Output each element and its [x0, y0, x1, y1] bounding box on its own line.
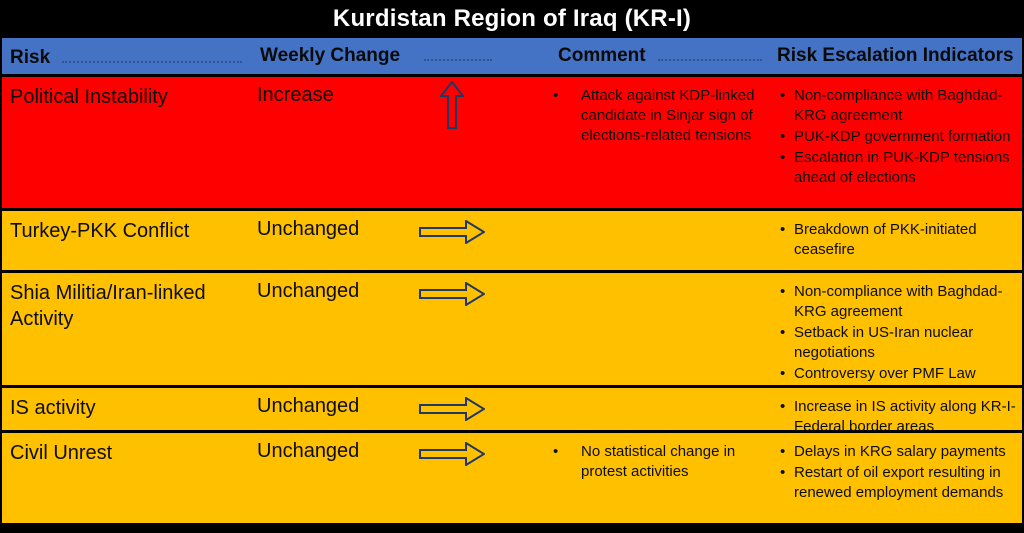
column-header-weekly-change-label: Weekly Change: [260, 45, 401, 66]
column-header-indicators: Risk Escalation Indicators: [772, 38, 1022, 67]
column-header-trend-spacer: [412, 38, 502, 61]
page-title: Kurdistan Region of Iraq (KR-I): [332, 5, 692, 32]
list-item: No statistical change in protest activit…: [553, 442, 771, 482]
list-item: Increase in IS activity along KR-I-Feder…: [780, 397, 1022, 437]
indicator-list: Delays in KRG salary payments Restart of…: [766, 433, 1022, 503]
weekly-change-value: Unchanged: [257, 218, 360, 240]
table-row: Shia Militia/Iran-linked Activity Unchan…: [2, 270, 1022, 385]
list-item: Breakdown of PKK-initiated ceasefire: [780, 220, 1022, 260]
indicators-cell: Non-compliance with Baghdad-KRG agreemen…: [766, 77, 1022, 208]
comment-list: No statistical change in protest activit…: [496, 433, 771, 482]
trend-cell: [407, 273, 496, 385]
indicator-list: Breakdown of PKK-initiated ceasefire: [766, 211, 1022, 260]
column-header-risk: Risk: [2, 38, 252, 71]
column-header-risk-label: Risk: [10, 47, 51, 68]
column-header-comment: Comment: [502, 38, 772, 67]
comment-cell: Attack against KDP-linked candidate in S…: [496, 77, 766, 208]
trend-cell: [407, 77, 496, 208]
column-header-weekly-change: Weekly Change: [252, 38, 412, 67]
column-header-comment-label: Comment: [558, 45, 646, 66]
list-item: Attack against KDP-linked candidate in S…: [553, 86, 771, 146]
indicator-list: Increase in IS activity along KR-I-Feder…: [766, 388, 1022, 437]
weekly-change-value: Increase: [257, 84, 334, 106]
risk-name: Civil Unrest: [10, 442, 113, 464]
trend-cell: [407, 433, 496, 523]
table-row: IS activity Unchanged Increase in IS act…: [2, 385, 1022, 435]
table-row: Political Instability Increase Attack ag…: [2, 74, 1022, 208]
list-item: PUK-KDP government formation: [780, 127, 1022, 147]
list-item: Restart of oil export resulting in renew…: [780, 463, 1022, 503]
right-arrow-icon: [418, 442, 485, 466]
comment-list: [496, 211, 771, 220]
risk-table: Risk Weekly Change Comment Risk Escalati…: [0, 38, 1024, 527]
indicators-cell: Delays in KRG salary payments Restart of…: [766, 433, 1022, 523]
risk-name: IS activity: [10, 397, 96, 419]
list-item: Non-compliance with Baghdad-KRG agreemen…: [780, 86, 1022, 126]
right-arrow-icon: [418, 397, 485, 421]
risk-name: Political Instability: [10, 86, 168, 108]
right-arrow-icon: [418, 282, 485, 306]
comment-list: [496, 273, 771, 282]
leader-dots: [424, 45, 492, 61]
list-item: Escalation in PUK-KDP tensions ahead of …: [780, 148, 1022, 188]
comment-cell: [496, 388, 766, 430]
indicators-cell: Breakdown of PKK-initiated ceasefire: [766, 211, 1022, 270]
trend-cell: [407, 388, 496, 430]
comment-cell: No statistical change in protest activit…: [496, 433, 766, 523]
list-item: Controversy over PMF Law: [780, 364, 1022, 384]
list-item: Setback in US-Iran nuclear negotiations: [780, 323, 1022, 363]
list-item: Non-compliance with Baghdad-KRG agreemen…: [780, 282, 1022, 322]
list-item: Delays in KRG salary payments: [780, 442, 1022, 462]
weekly-change-value: Unchanged: [257, 440, 360, 462]
indicators-cell: Non-compliance with Baghdad-KRG agreemen…: [766, 273, 1022, 385]
leader-dots: [657, 45, 762, 61]
title-band: Kurdistan Region of Iraq (KR-I): [0, 0, 1024, 38]
up-arrow-icon: [439, 81, 464, 129]
right-arrow-icon: [418, 220, 485, 244]
weekly-change-value: Unchanged: [257, 395, 360, 417]
table-row: Turkey-PKK Conflict Unchanged Breakdown …: [2, 208, 1022, 270]
comment-cell: [496, 211, 766, 270]
indicator-list: Non-compliance with Baghdad-KRG agreemen…: [766, 273, 1022, 384]
leader-dots: [62, 47, 242, 63]
indicator-list: Non-compliance with Baghdad-KRG agreemen…: [766, 77, 1022, 188]
risk-name: Turkey-PKK Conflict: [10, 220, 190, 242]
comment-list: Attack against KDP-linked candidate in S…: [496, 77, 771, 146]
comment-list: [496, 388, 771, 397]
table-row: Civil Unrest Unchanged No statistical ch…: [2, 430, 1022, 523]
weekly-change-value: Unchanged: [257, 280, 360, 302]
comment-cell: [496, 273, 766, 385]
risk-name: Shia Militia/Iran-linked Activity: [10, 282, 206, 330]
column-header-indicators-label: Risk Escalation Indicators: [777, 45, 1014, 66]
indicators-cell: Increase in IS activity along KR-I-Feder…: [766, 388, 1022, 435]
table-header-row: Risk Weekly Change Comment Risk Escalati…: [2, 38, 1022, 74]
trend-cell: [407, 211, 496, 270]
